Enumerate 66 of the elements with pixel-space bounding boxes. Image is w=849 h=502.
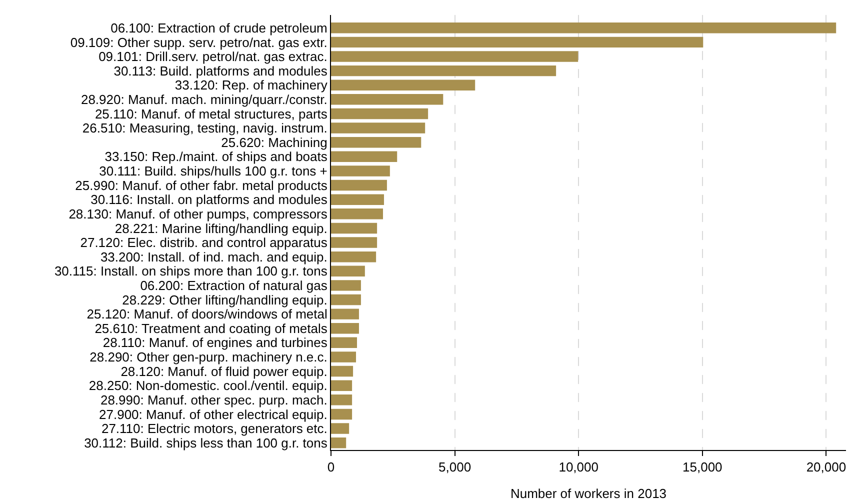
y-tick-label: 25.610: Treatment and coating of metals: [94, 320, 328, 336]
bar: [331, 308, 359, 320]
y-tick-label: 06.100: Extraction of crude petroleum: [110, 20, 328, 36]
bar: [331, 323, 359, 334]
y-tick-label: 28.250: Non-domestic. cool./ventil. equip.: [88, 378, 328, 394]
bar: [331, 36, 704, 48]
y-tick-label: 28.990: Manuf. other spec. purp. mach.: [100, 392, 328, 408]
bar: [331, 280, 361, 291]
bar: [331, 194, 384, 205]
bar: [331, 180, 387, 191]
y-tick-label: 28.290: Other gen-purp. machinery n.e.c.: [90, 350, 328, 365]
bar: [331, 380, 352, 391]
bar: [331, 65, 556, 76]
x-axis-title: Number of workers in 2013: [510, 486, 667, 502]
y-tick-label: 28.229: Other lifting/handling equip.: [122, 292, 328, 308]
y-tick-label: 30.113: Build. platforms and modules: [114, 63, 328, 78]
x-tick-label: 5,000: [438, 460, 472, 475]
y-tick-label: 26.510: Measuring, testing, navig. instrum.: [82, 120, 328, 136]
y-tick-label: 27.110: Electric motors, generators etc.: [101, 421, 328, 436]
bar: [331, 80, 476, 90]
y-tick-label: 30.115: Install. on ships more than 100 g.r. tons: [54, 264, 328, 279]
y-tick-label: 09.109: Other supp. serv. petro/nat. gas extr.: [70, 34, 328, 50]
y-tick-label: 06.200: Extraction of natural gas: [140, 278, 328, 293]
x-tick-label: 10,000: [558, 460, 598, 475]
y-tick-label: 09.101: Drill.serv. petrol/nat. gas extrac.: [98, 49, 328, 64]
bar: [331, 237, 378, 248]
x-tick-label: 0: [327, 460, 335, 475]
y-tick-label: 33.200: Install. of ind. mach. and equip.: [100, 249, 328, 264]
bar: [331, 151, 398, 162]
bar: [331, 408, 352, 420]
bar: [331, 22, 836, 34]
bar: [331, 294, 361, 306]
bar: [331, 394, 352, 406]
y-tick-label: 28.110: Manuf. of engines and turbines: [102, 335, 328, 350]
bar: [331, 94, 444, 105]
y-tick-label: 27.120: Elec. distrib. and control apparatus: [80, 235, 328, 250]
y-tick-label: 25.620: Machining: [221, 134, 328, 150]
y-tick-label: 27.900: Manuf. of other electrical equip.: [99, 406, 328, 422]
bar: [331, 423, 350, 434]
bar: [331, 266, 365, 276]
y-tick-label: 30.112: Build. ships less than 100 g.r. tons: [84, 435, 328, 450]
y-tick-label: 28.920: Manuf. mach. mining/quarr./constr.: [80, 92, 328, 107]
x-tick-label: 15,000: [682, 460, 722, 475]
y-tick-label: 25.110: Manuf. of metal structures, parts: [94, 106, 328, 122]
bar: [331, 251, 376, 262]
bar: [331, 366, 354, 377]
y-tick-label: 33.120: Rep. of machinery: [174, 78, 328, 93]
bar: [331, 337, 357, 348]
y-tick-label: 25.990: Manuf. of other fabr. metal products: [75, 178, 328, 193]
x-tick-label: 20,000: [806, 460, 846, 475]
y-tick-label: 28.120: Manuf. of fluid power equip.: [120, 364, 328, 379]
y-tick-label: 28.130: Manuf. of other pumps, compressors: [68, 206, 328, 222]
y-tick-label: 28.221: Marine lifting/handling equip.: [114, 220, 328, 236]
bar: [331, 208, 383, 220]
y-tick-label: 30.111: Build. ships/hulls 100 g.r. tons +: [99, 164, 328, 179]
bar: [331, 437, 346, 448]
bar: [331, 122, 426, 134]
y-tick-label: 30.116: Install. on platforms and modules: [90, 192, 328, 208]
y-tick-label: 33.150: Rep./maint. of ships and boats: [104, 149, 328, 164]
bar: [331, 352, 356, 362]
bar: [331, 108, 428, 120]
bar: [331, 222, 378, 234]
bar: [331, 166, 390, 176]
bar: [331, 136, 422, 148]
y-tick-label: 25.120: Manuf. of doors/windows of metal: [86, 306, 328, 322]
bar: [331, 51, 578, 62]
